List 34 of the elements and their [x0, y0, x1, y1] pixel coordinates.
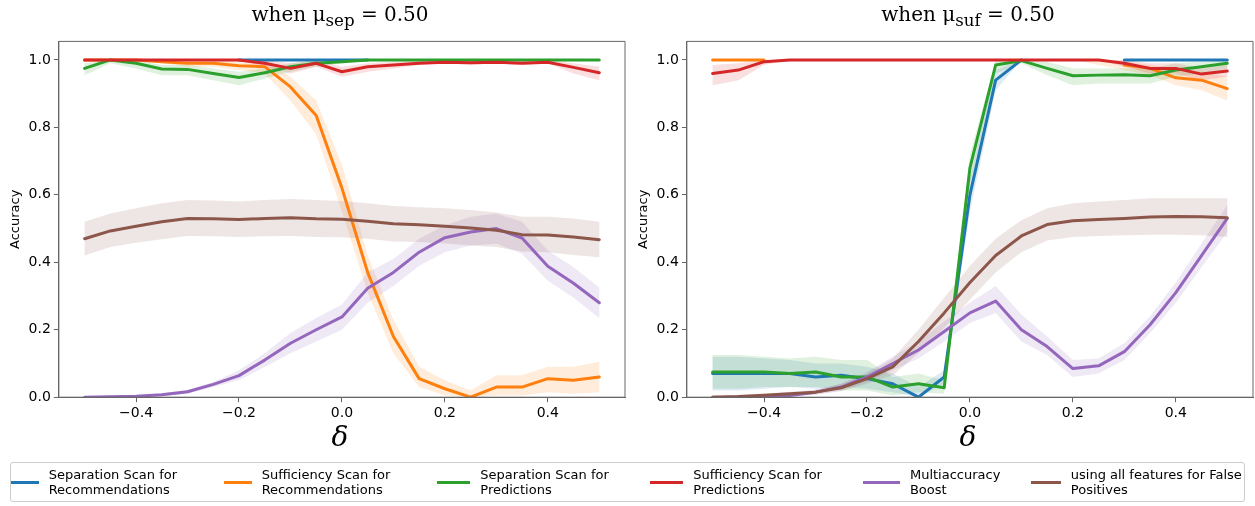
y-axis-title: Accuracy [7, 189, 23, 249]
y-tick-label: 0.8 [28, 118, 51, 135]
x-tick-label: 0.2 [433, 404, 456, 421]
x-tick-label: −0.2 [850, 404, 884, 421]
legend-label: Multiaccuracy Boost [909, 467, 1002, 497]
x-tick-label: 0.0 [958, 404, 982, 421]
legend-label: Sufficiency Scan for Predictions [693, 467, 823, 497]
x-tick-label: 0.4 [536, 404, 560, 421]
y-axis-title: Accuracy [635, 189, 651, 249]
x-axis-title: δ [958, 420, 978, 453]
chart-title: when μ$_{sep}$ = 0.50 [250, 2, 430, 30]
y-tick-label: 0.2 [656, 320, 679, 337]
x-tick-label: 0.4 [1164, 404, 1188, 421]
legend-label: Separation Scan for Recommendations [48, 467, 179, 497]
x-axis-title: δ [330, 420, 350, 453]
y-tick-label: 0.8 [656, 118, 679, 135]
x-tick-label: 0.0 [330, 404, 354, 421]
chart-title: when μ$_{suf}$ = 0.50 [880, 2, 1056, 30]
x-tick-label: −0.2 [222, 404, 256, 421]
y-tick-label: 0.0 [656, 387, 679, 404]
x-tick-label: −0.4 [119, 404, 154, 421]
y-tick-label: 0.6 [656, 185, 679, 202]
y-tick-label: 1.0 [28, 50, 51, 67]
x-tick-label: −0.4 [747, 404, 782, 421]
y-tick-label: 0.0 [28, 387, 51, 404]
y-tick-label: 1.0 [656, 50, 679, 67]
legend-label: Separation Scan for Predictions [480, 467, 610, 497]
y-tick-label: 0.6 [28, 185, 51, 202]
y-tick-label: 0.2 [28, 320, 51, 337]
legend-label: using all features for False Positives [1070, 467, 1243, 497]
y-tick-label: 0.4 [656, 252, 679, 269]
y-tick-label: 0.4 [28, 252, 51, 269]
x-tick-label: 0.2 [1061, 404, 1084, 421]
legend-label: Sufficiency Scan for Recommendations [261, 467, 392, 497]
